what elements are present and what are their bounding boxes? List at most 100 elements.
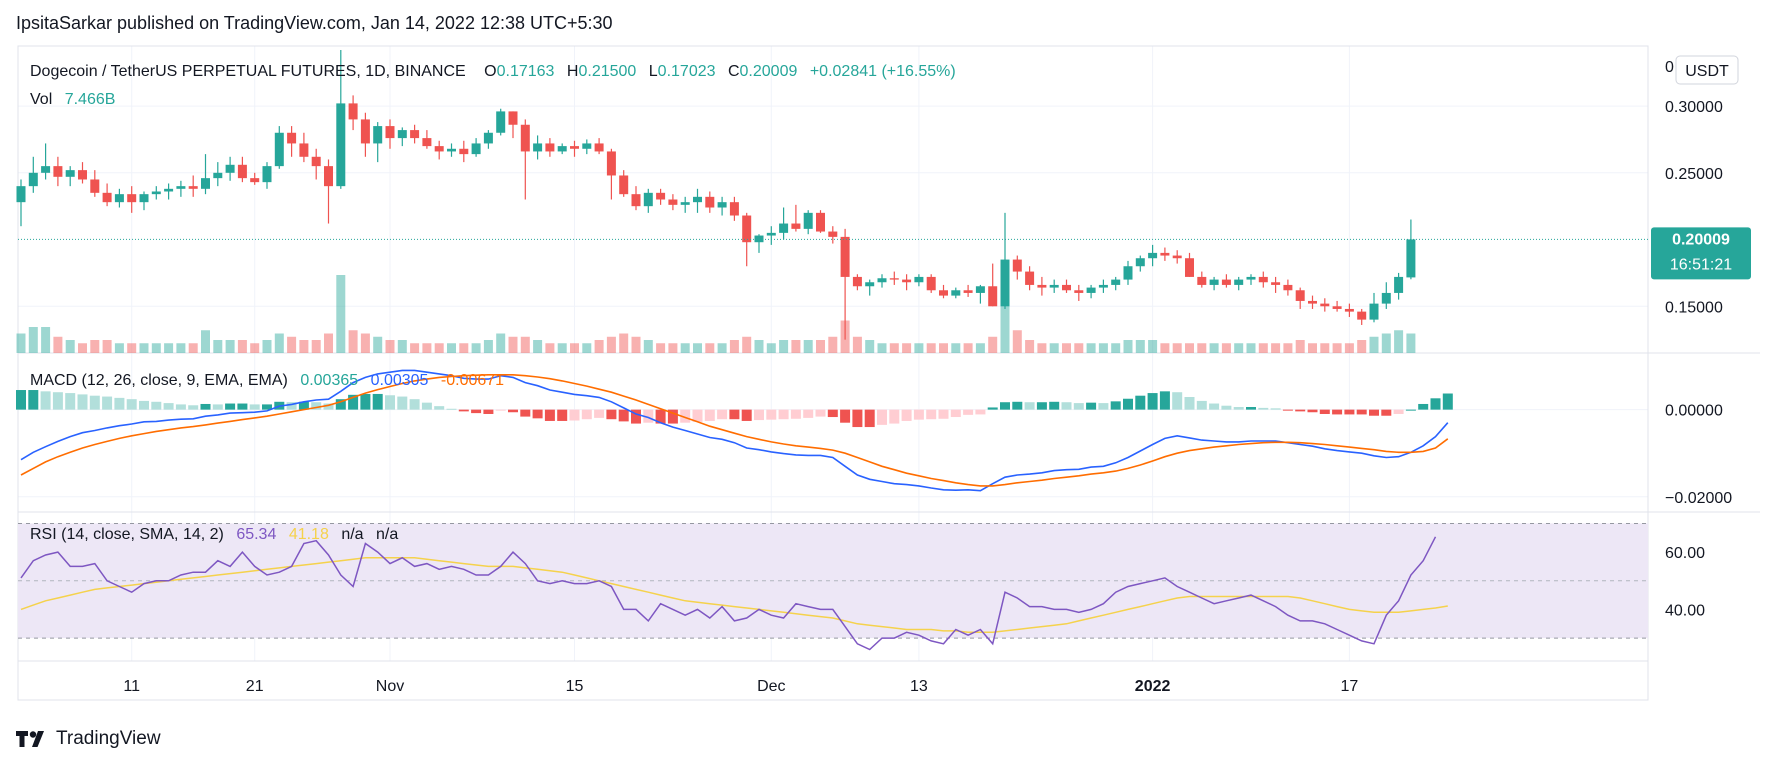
macd-hist-bar [544,409,555,421]
candle [262,162,272,189]
candle-body [1025,271,1035,285]
macd-hist-bar [1209,403,1220,410]
candle [1369,292,1379,323]
candle [237,156,247,183]
candle [606,148,616,200]
countdown-value: 16:51:21 [1670,256,1732,273]
candle [877,274,887,288]
time-tick-label: 21 [246,678,264,695]
macd-hist-bar [1307,409,1318,413]
candle [766,226,776,245]
volume-bar [397,340,407,353]
candle-body [1037,284,1047,288]
candle-body [1148,252,1158,259]
candle [816,210,825,233]
candle-body [889,278,899,280]
candle-body [471,143,481,155]
publisher-line: IpsitaSarkar published on TradingView.co… [16,13,613,33]
candle [299,132,309,163]
candle [828,226,838,244]
candle [742,212,752,267]
rsi-legend: RSI (14, close, SMA, 14, 2) 65.34 41.18 … [30,526,398,543]
volume-bar [311,340,321,353]
ohlc-open: 0.17163 [497,63,555,80]
candle [1123,260,1133,285]
candle-body [225,164,235,173]
macd-hist-bar [950,409,961,418]
candle-body [1012,259,1022,272]
volume-bar [717,343,727,353]
candle [705,191,715,213]
macd-hist-bar [286,402,297,410]
candle [1111,276,1121,291]
volume-bar [471,343,481,353]
macd-hist-bar [335,399,346,410]
candle [41,143,51,180]
candle [188,175,198,197]
volume-bar [508,336,518,353]
macd-hist-bar [618,409,629,422]
candle-body [963,290,973,293]
candle-body [926,276,936,291]
volume-bar [237,340,247,353]
volume-bar [975,343,985,353]
candle [1037,276,1047,296]
candle [176,180,186,197]
volume-bar [483,340,493,353]
candle-body [1369,303,1379,320]
candle [533,135,543,160]
macd-hist-bar [1086,402,1097,410]
volume-bar [877,343,887,353]
candle [729,196,739,221]
volume-bar [1344,343,1354,353]
candle [250,172,260,185]
candle-body [570,146,579,149]
candle-body [975,286,985,293]
macd-hist-bar [926,409,937,420]
candle [1000,212,1010,309]
volume-value: 7.466B [65,91,116,108]
macd-hist-bar [1147,393,1158,410]
ohlc-high-label: H [567,63,579,80]
candle-body [65,170,75,177]
candle-body [1062,284,1071,291]
macd-hist-bar [1442,393,1453,410]
volume-bar [1049,343,1059,353]
volume-bar [594,340,604,353]
volume-bar [865,340,875,353]
volume-bar [1320,343,1330,353]
candle [1074,284,1084,301]
candle [324,159,333,224]
macd-hist-bar [938,409,949,419]
macd-hist-bar [741,409,752,421]
candle-body [90,179,100,193]
currency-button[interactable]: USDT [1675,55,1739,85]
macd-hist-bar [963,409,974,415]
macd-hist-bar [323,403,334,410]
volume-bar [656,343,666,353]
volume-bar [1111,343,1121,353]
macd-hist-bar [717,409,728,420]
macd-hist-bar [532,409,543,419]
tradingview-logo-icon [16,731,44,747]
volume-bar [1135,340,1145,353]
candle-body [373,126,383,144]
candle-body [508,111,518,125]
ohlc-low-label: L [649,63,658,80]
volume-bar [78,343,87,353]
rsi-sma-line [20,557,1448,634]
volume-bar [545,343,555,353]
macd-hist-bar [360,393,371,410]
volume-bar [1197,343,1207,353]
macd-hist-bar [1221,405,1232,410]
candle-body [1394,276,1404,293]
candle-body [201,178,210,189]
macd-signal-line [20,373,1449,487]
volume-bar [459,343,469,353]
macd-hist-bar [1024,402,1035,410]
volume-bar [262,340,272,353]
macd-hist-bar [889,409,900,424]
candle [213,162,223,187]
candles [16,50,1416,340]
